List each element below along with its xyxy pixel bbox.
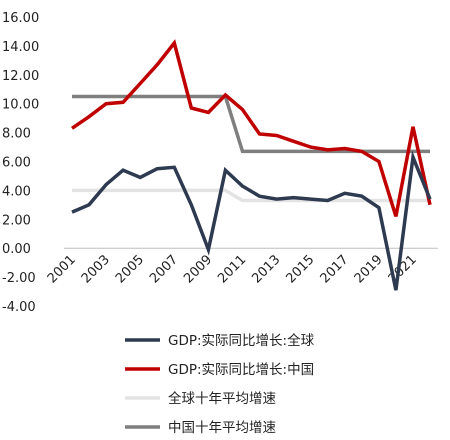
y-tick-label: 10.00: [2, 98, 39, 113]
x-tick-label: 2019: [352, 252, 386, 286]
x-tick-label: 2007: [147, 252, 181, 286]
legend-label-1: GDP:实际同比增长:中国: [168, 362, 314, 378]
y-axis: 16.00 14.00 12.00 10.00 8.00 6.00 4.00 2.00 0.00…: [2, 11, 39, 315]
y-tick-label: 14.00: [2, 40, 39, 55]
legend-label-2: 全球十年平均增速: [168, 390, 276, 407]
y-tick-label: 16.00: [2, 11, 39, 26]
x-tick-label: 2009: [181, 252, 215, 286]
y-tick-label: 8.00: [2, 127, 31, 142]
y-tick-label: 0.00: [2, 242, 31, 257]
y-tick-label: 2.00: [2, 213, 31, 228]
series-line-0: [71, 150, 432, 291]
legend-label-3: 中国十年平均增速: [168, 420, 276, 436]
x-axis: 2001 2003 2005 2007 2009 2011 2013 2015 2017 2019…: [45, 247, 438, 286]
series-line-1: [71, 39, 432, 217]
x-tick-label: 2015: [283, 252, 317, 286]
y-tick-label: 4.00: [2, 184, 31, 199]
y-tick-label: -4.00: [2, 300, 36, 315]
x-tick-label: 2003: [79, 252, 113, 286]
x-tick-label: 2011: [215, 252, 249, 286]
x-tick-label: 2005: [113, 252, 147, 286]
legend-label-0: GDP:实际同比增长:全球: [168, 332, 315, 349]
legend: GDP:实际同比增长:全球 GDP:实际同比增长:中国全球十年平均增速中国十年平均…: [125, 332, 315, 436]
y-tick-label: 6.00: [2, 156, 31, 171]
y-tick-label: 12.00: [2, 69, 39, 84]
x-tick-label: 2001: [45, 252, 79, 286]
x-tick-label: 2013: [249, 252, 283, 286]
series-line-3: [72, 94, 430, 154]
x-tick-label: 2017: [318, 252, 352, 286]
y-tick-label: -2.00: [2, 271, 36, 286]
series-lines: [71, 39, 432, 291]
